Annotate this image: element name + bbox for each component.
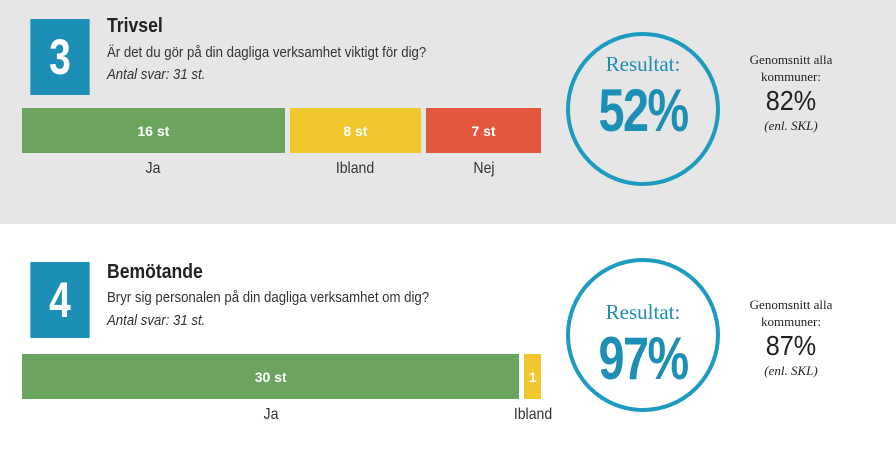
result-value: 97% xyxy=(598,325,690,392)
average-value: 82% xyxy=(765,85,817,116)
average-label: Genomsnitt alla kommuner: xyxy=(749,52,833,84)
question-text: Bryr sig personalen på din dagliga verks… xyxy=(107,289,430,306)
result-label: Resultat: xyxy=(605,52,681,76)
segment-label-nej: Nej xyxy=(472,160,495,177)
average-source: (enl. SKL) xyxy=(764,118,818,133)
result-circle: Resultat: 52% xyxy=(566,32,720,186)
average-label: Genomsnitt alla kommuner: xyxy=(749,297,833,329)
average-value: 87% xyxy=(765,330,817,361)
question-section-bemotande: 4 Bemötande Bryr sig personalen på din d… xyxy=(0,224,896,459)
segment-label-ibland: Ibland xyxy=(513,406,552,423)
segment-label-ja: Ja xyxy=(263,406,279,423)
question-number-badge: 3 xyxy=(30,19,90,95)
response-bar: 30 st 1 xyxy=(22,354,541,399)
result-label: Resultat: xyxy=(605,300,681,324)
question-number-badge: 4 xyxy=(30,262,90,338)
bar-segment-ibland: 1 xyxy=(524,354,541,399)
average-block: Genomsnitt alla kommuner: 82% (enl. SKL) xyxy=(732,51,850,134)
average-block: Genomsnitt alla kommuner: 87% (enl. SKL) xyxy=(732,296,850,379)
response-bar: 16 st 8 st 7 st xyxy=(22,108,541,153)
question-title: Trivsel xyxy=(107,15,163,37)
question-section-trivsel: 3 Trivsel Är det du gör på din dagliga v… xyxy=(0,0,896,224)
bar-segment-ja: 16 st xyxy=(22,108,285,153)
result-value: 52% xyxy=(598,77,690,144)
bar-segment-nej: 7 st xyxy=(426,108,541,153)
result-circle: Resultat: 97% xyxy=(566,258,720,412)
bar-segment-ibland: 8 st xyxy=(289,108,422,153)
bar-segment-ja: 30 st xyxy=(22,354,520,399)
average-source: (enl. SKL) xyxy=(764,363,818,378)
answer-count: Antal svar: 31 st. xyxy=(107,312,206,329)
question-text: Är det du gör på din dagliga verksamhet … xyxy=(107,44,427,61)
answer-count: Antal svar: 31 st. xyxy=(107,66,206,83)
question-title: Bemötande xyxy=(107,261,203,283)
segment-label-ibland: Ibland xyxy=(336,160,375,177)
segment-label-ja: Ja xyxy=(145,160,161,177)
